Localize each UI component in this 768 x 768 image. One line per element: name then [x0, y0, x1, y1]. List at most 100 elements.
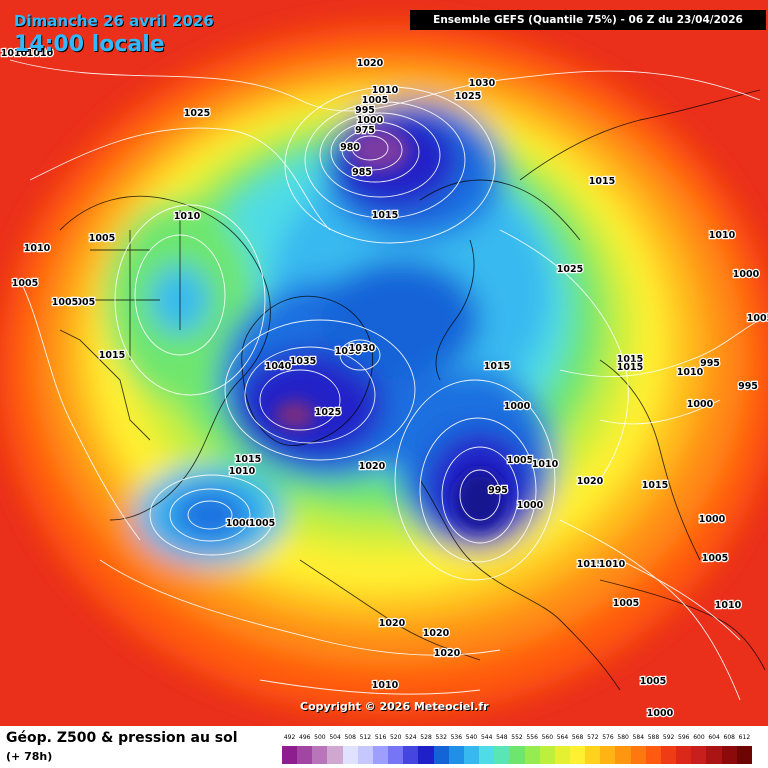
pressure-label: 995	[700, 358, 720, 369]
scale-cell	[388, 746, 404, 764]
scale-label: 520	[389, 734, 402, 741]
scale-cell	[312, 746, 328, 764]
scale-label: 528	[420, 734, 432, 741]
pressure-label: 1000	[699, 514, 726, 525]
scale-label: 584	[632, 734, 645, 741]
scale-cell	[327, 746, 343, 764]
pressure-label: 1010	[174, 211, 201, 222]
copyright: Copyright © 2026 Meteociel.fr	[300, 700, 489, 713]
scale-cell	[448, 746, 464, 764]
pressure-label: 1020	[359, 461, 386, 472]
scale-cell	[660, 746, 677, 764]
scale-label: 568	[571, 734, 584, 741]
pressure-label: 1020	[357, 58, 384, 69]
pressure-label: 1010	[24, 243, 51, 254]
pressure-label: 1000	[357, 115, 384, 126]
pressure-label: 1005	[747, 313, 768, 324]
scale-cell	[463, 746, 480, 764]
lead-time: (+ 78h)	[6, 750, 53, 763]
forecast-date: Dimanche 26 avril 2026	[14, 12, 214, 30]
color-scale-labels: 492 496 500 504 508 512 516 520 524 528 532 536 540 5…	[282, 734, 752, 744]
scale-label: 524	[405, 734, 417, 741]
pressure-label: 1010	[27, 48, 54, 59]
scale-label: 612	[738, 734, 751, 741]
pressure-label: 1010	[709, 230, 736, 241]
pressure-label: 1005	[362, 95, 388, 106]
pressure-label: 1010	[1, 48, 28, 59]
scale-label: 604	[708, 734, 720, 741]
forecast-time: 14:00 locale	[14, 32, 165, 57]
isobars	[9, 59, 761, 701]
pressure-label: 1000	[699, 514, 726, 525]
pressure-label: 1000	[226, 518, 253, 529]
pressure-label: 1010	[372, 85, 399, 96]
scale-label: 564	[556, 734, 569, 741]
pressure-label: 995	[355, 105, 375, 116]
scale-cell	[524, 746, 540, 764]
pressure-label: 1015	[372, 210, 398, 221]
pressure-label: 975	[355, 125, 375, 136]
scale-label: 552	[511, 734, 523, 741]
scale-label: 576	[602, 734, 614, 741]
pressure-label: 1015	[577, 559, 603, 570]
pressure-label: 1010	[372, 680, 399, 691]
pressure-label: 1030	[469, 78, 496, 89]
scale-label: 548	[496, 734, 508, 741]
pressure-label: 1015	[617, 354, 643, 365]
scale-cell	[342, 746, 358, 764]
pressure-label: 1005	[507, 455, 533, 466]
pressure-label: 1000	[733, 269, 760, 280]
pressure-label: 1010	[229, 466, 256, 477]
pressure-label: 1010	[532, 459, 559, 470]
pressure-label: 1000	[687, 399, 714, 410]
pressure-label: 1005	[702, 553, 728, 564]
pressure-label: 980	[340, 142, 360, 153]
color-scale-bar	[282, 746, 752, 764]
pressure-label: 1025	[455, 91, 481, 102]
scale-cell	[282, 746, 298, 764]
coastlines	[59, 89, 766, 691]
scale-label: 572	[587, 734, 599, 741]
pressure-label: 1020	[434, 648, 461, 659]
scale-label: 556	[526, 734, 538, 741]
scale-label: 560	[541, 734, 554, 741]
scale-cell	[297, 746, 313, 764]
scale-label: 516	[374, 734, 387, 741]
pressure-label: 985	[352, 167, 372, 178]
scale-cell	[433, 746, 449, 764]
pressure-label: 1010	[677, 367, 704, 378]
scale-cell	[357, 746, 373, 764]
pressure-label: 1030	[349, 343, 376, 354]
scale-cell	[736, 746, 752, 764]
pressure-label: 1005	[89, 233, 115, 244]
scale-label: 580	[617, 734, 629, 741]
scale-cell	[418, 746, 434, 764]
scale-label: 512	[359, 734, 372, 741]
scale-cell	[569, 746, 586, 764]
pressure-label: 995	[738, 381, 758, 392]
scale-cell	[539, 746, 555, 764]
pressure-label: 1010	[715, 600, 742, 611]
scale-label: 532	[435, 734, 447, 741]
model-info: Ensemble GEFS (Quantile 75%) - 06 Z du 2…	[410, 10, 766, 30]
scale-cell	[479, 746, 495, 764]
pressure-label: 1005	[249, 518, 275, 529]
pressure-label: 1040	[265, 361, 292, 372]
pressure-label: 1015	[99, 350, 125, 361]
scale-cell	[585, 746, 601, 764]
pressure-labels: 1010102010101005995100097598098510301025…	[0, 47, 768, 721]
scale-cell	[676, 746, 692, 764]
scale-cell	[509, 746, 525, 764]
scale-cell	[721, 746, 737, 764]
scale-label: 600	[693, 734, 705, 741]
scale-label: 496	[299, 734, 311, 741]
pressure-label: 1025	[184, 108, 210, 119]
scale-cell	[645, 746, 661, 764]
pressure-label: 1015	[642, 480, 668, 491]
pressure-label: 1005	[640, 676, 666, 687]
pressure-label: 1015	[235, 454, 261, 465]
scale-cell	[615, 746, 631, 764]
scale-label: 592	[662, 734, 675, 741]
pressure-label: 1030	[335, 346, 362, 357]
